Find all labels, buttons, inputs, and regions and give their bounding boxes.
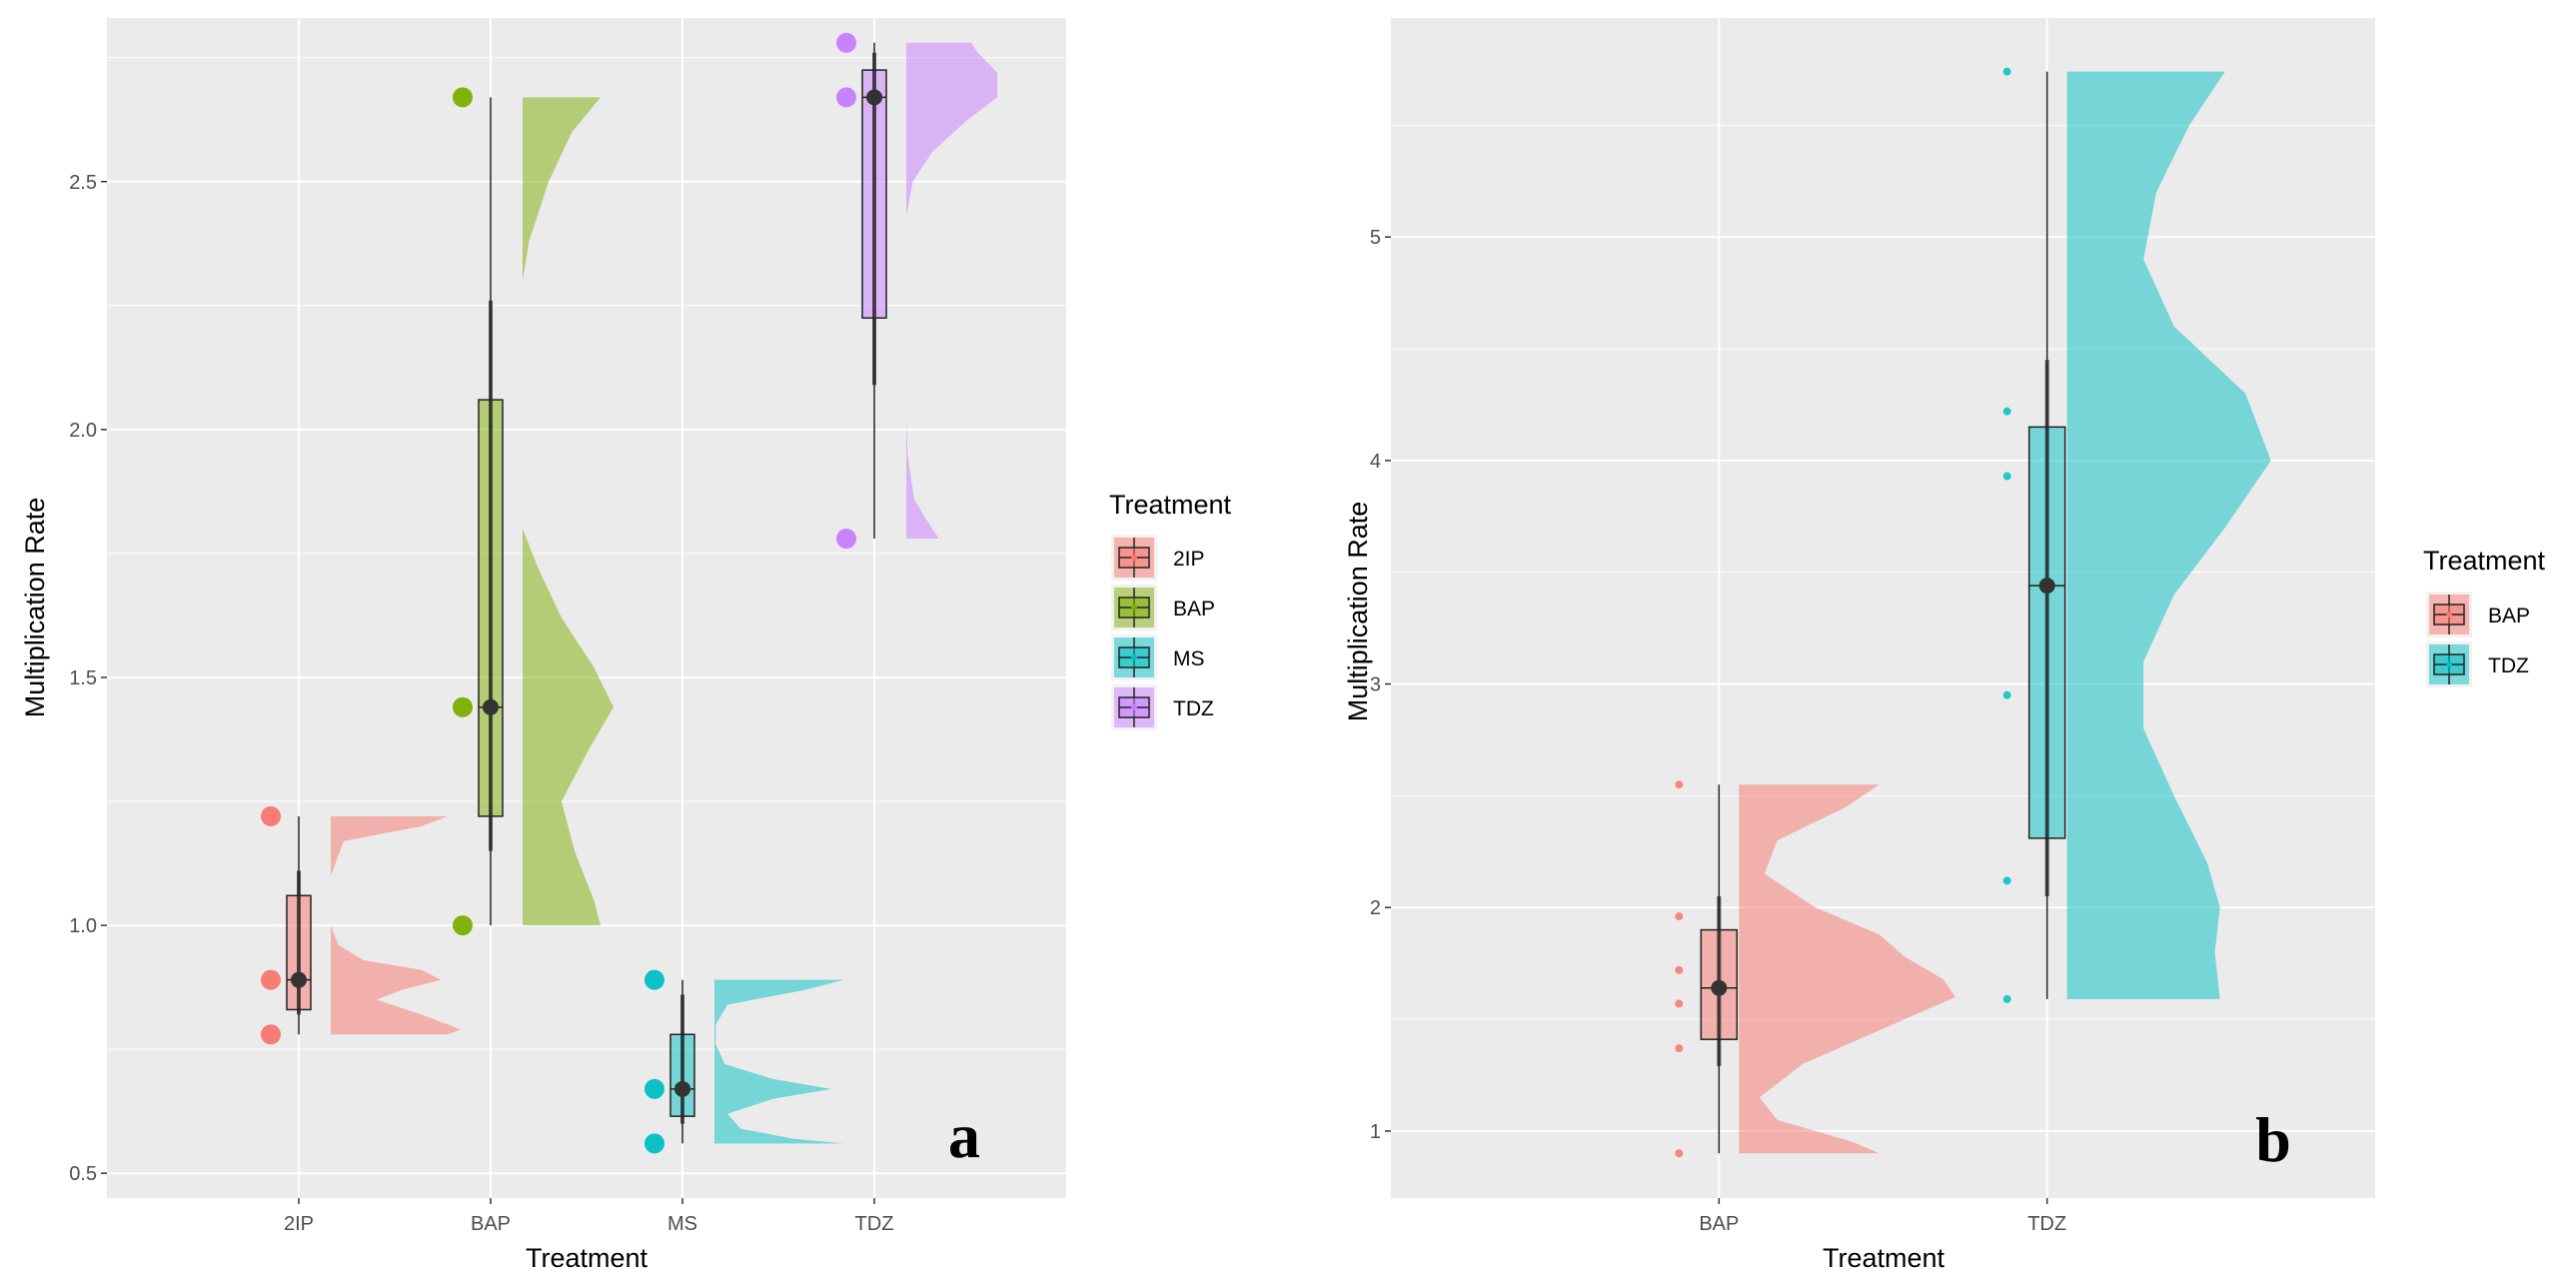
panel-a-boxplots [286,42,887,1144]
data-point-bap [1675,999,1684,1008]
data-point-tdz [836,529,856,550]
legend-entry-bap: BAP [2426,592,2530,638]
legend-entry-ms: MS [1111,635,1205,680]
legend-key-point [1131,704,1137,710]
data-point-tdz [836,87,856,108]
mean-point-tdz [866,89,882,106]
y-tick-label: 2.0 [69,420,97,442]
panel-a-points [261,32,856,1154]
legend-entry-tdz: TDZ [1111,684,1214,730]
legend-label-tdz: TDZ [1173,697,1214,720]
density-cloud-tdz [906,42,997,540]
panel-a: 0.5 1.0 1.5 2.0 2.5 2IP BAP MS TDZ Treatment Mu… [20,18,1232,1273]
x-tick-label-bap: BAP [471,1213,511,1235]
panel-b-x-axis-title: Treatment [1823,1243,1945,1273]
data-point-bap [1675,1149,1684,1158]
panel-a-x-axis-title: Treatment [526,1243,648,1273]
legend-entry-tdz: TDZ [2426,642,2529,687]
mean-point-2ip [291,971,307,988]
x-tick-label-tdz: TDZ [2027,1213,2066,1235]
data-point-ms [644,969,664,990]
panel-b-densities [1739,71,2271,1154]
data-point-tdz [2002,994,2011,1003]
data-point-2ip [261,805,281,826]
y-tick-label: 1 [1370,1121,1381,1143]
panel-b: 1 2 3 4 5 BAP TDZ Treatment Multiplication Ra… [1343,18,2546,1273]
legend-key-point [1131,605,1137,611]
y-tick-label: 5 [1370,227,1381,249]
data-point-2ip [261,1024,281,1045]
legend-label-2ip: 2IP [1173,548,1205,571]
data-point-bap [1675,780,1684,789]
data-point-tdz [2002,67,2011,76]
panel-b-y-axis-title: Multiplication Rate [1343,502,1373,722]
data-point-2ip [261,969,281,990]
density-cloud-bap [1739,784,1956,1154]
data-point-tdz [2002,407,2011,416]
data-point-bap [453,696,473,717]
data-point-bap [1675,912,1684,921]
data-point-bap [453,915,473,936]
panel-b-y-ticks: 1 2 3 4 5 [1370,227,1391,1143]
panel-a-densities [331,42,997,1144]
y-tick-label: 2 [1370,897,1381,919]
data-point-tdz [2002,472,2011,481]
y-tick-label: 4 [1370,451,1381,473]
density-cloud-bap [523,97,614,926]
panel-b-letter: b [2255,1104,2291,1175]
panel-a-y-axis-title: Multiplication Rate [20,498,50,718]
y-tick-label: 1.0 [69,915,97,937]
legend-key-point [1131,654,1137,660]
panel-a-letter: a [948,1100,980,1171]
mean-point-ms [674,1080,690,1097]
x-tick-label-tdz: TDZ [855,1213,894,1235]
data-point-bap [1675,1044,1684,1053]
data-point-bap [1675,965,1684,974]
legend-key-point [2446,661,2452,667]
density-cloud-2ip [331,815,461,1035]
legend-key-point [1131,555,1137,561]
mean-point-bap [483,698,499,715]
legend-label-ms: MS [1173,647,1205,670]
density-cloud-tdz [2066,71,2271,999]
panel-b-boxplots [1700,71,2066,1154]
x-tick-label-ms: MS [667,1213,697,1235]
y-tick-label: 0.5 [69,1163,97,1185]
legend-label-bap: BAP [2488,605,2530,628]
legend-label-tdz: TDZ [2488,654,2529,677]
y-tick-label: 1.5 [69,667,97,689]
panel-b-legend-title: Treatment [2423,546,2546,576]
panel-b-legend: Treatment BAP TDZ [2423,546,2546,687]
legend-entry-2ip: 2IP [1111,535,1205,581]
data-point-bap [453,87,473,108]
panel-b-x-ticks: BAP TDZ [1699,1198,2066,1235]
y-tick-label: 2.5 [69,172,97,194]
data-point-ms [644,1133,664,1154]
density-cloud-ms [714,979,844,1144]
y-tick-label: 3 [1370,674,1381,696]
panel-a-background [107,18,1066,1198]
x-tick-label-2ip: 2IP [284,1213,314,1235]
legend-entry-bap: BAP [1111,585,1215,631]
panel-a-x-ticks: 2IP BAP MS TDZ [284,1198,893,1235]
data-point-tdz [2002,876,2011,885]
legend-label-bap: BAP [1173,598,1215,621]
panel-b-points [1675,67,2011,1158]
mean-point-bap [1711,979,1728,996]
legend-key-point [2446,612,2452,618]
data-point-tdz [2002,690,2011,699]
data-point-tdz [836,32,856,53]
x-tick-label-bap: BAP [1699,1213,1739,1235]
mean-point-tdz [2038,578,2055,595]
panel-a-legend: Treatment 2IP BAP MS TDZ [1109,490,1232,730]
panel-a-y-ticks: 0.5 1.0 1.5 2.0 2.5 [69,172,107,1185]
panel-a-legend-title: Treatment [1109,490,1232,520]
data-point-ms [644,1078,664,1099]
